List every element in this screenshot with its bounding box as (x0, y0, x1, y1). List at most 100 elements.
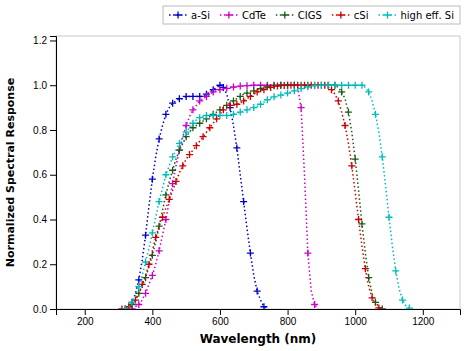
series-line (125, 85, 412, 309)
marker (254, 288, 261, 295)
marker (183, 122, 190, 129)
marker (162, 111, 169, 118)
legend-item: cSi (332, 10, 369, 21)
marker (186, 151, 193, 158)
marker (156, 198, 163, 205)
marker (277, 92, 284, 99)
x-tick-mark (423, 309, 424, 315)
marker (189, 120, 196, 127)
legend-marker (337, 12, 344, 19)
marker (298, 85, 305, 92)
plot-area: 200400600800100012000.00.20.40.60.81.01.… (33, 35, 460, 327)
marker (162, 171, 169, 178)
y-tick: 0.8 (33, 125, 56, 136)
marker (149, 272, 156, 279)
y-tick-mark (50, 264, 56, 265)
marker (233, 144, 240, 151)
x-axis-line (57, 310, 461, 316)
marker (335, 97, 342, 104)
y-tick-mark (50, 40, 56, 41)
marker (149, 229, 156, 236)
legend-item: CIGS (276, 10, 322, 21)
marker (254, 88, 261, 95)
x-tick: 600 (212, 309, 229, 327)
marker (294, 82, 301, 89)
marker (200, 133, 207, 140)
marker (348, 162, 355, 169)
marker (284, 90, 291, 97)
legend-label: CIGS (298, 10, 322, 21)
marker (166, 196, 173, 203)
marker (358, 82, 365, 89)
marker (142, 259, 149, 266)
marker (213, 115, 220, 122)
y-tick-mark (50, 309, 56, 310)
marker (156, 247, 163, 254)
marker (392, 267, 399, 274)
marker (291, 87, 298, 94)
marker (169, 167, 176, 174)
marker (355, 216, 362, 223)
marker (176, 140, 183, 147)
legend-marker (384, 12, 391, 19)
x-axis-title: Wavelength (nm) (200, 332, 317, 346)
legend-marker (175, 12, 182, 19)
marker (176, 95, 183, 102)
marker (247, 250, 254, 257)
y-tick-label: 0.8 (33, 125, 47, 136)
marker (379, 153, 386, 160)
marker (328, 86, 335, 93)
y-tick: 0.4 (33, 214, 56, 225)
series-line (125, 85, 382, 309)
y-tick-mark (50, 85, 56, 86)
marker (237, 109, 244, 116)
marker (365, 88, 372, 95)
marker (271, 93, 278, 100)
marker (216, 86, 223, 93)
marker (183, 93, 190, 100)
y-tick: 1.2 (33, 35, 56, 46)
marker (311, 301, 318, 308)
marker (122, 306, 129, 310)
series (122, 82, 413, 309)
marker (156, 135, 163, 142)
x-tick: 1200 (412, 309, 435, 327)
marker (240, 198, 247, 205)
series-group (118, 82, 412, 309)
legend-marker (225, 12, 232, 19)
x-tick-label: 400 (145, 316, 162, 327)
y-tick: 0.6 (33, 169, 56, 180)
marker (274, 83, 281, 90)
marker (375, 304, 382, 309)
marker (352, 82, 359, 89)
y-tick-mark (50, 219, 56, 220)
y-tick-label: 1.0 (33, 80, 47, 91)
marker (345, 109, 352, 116)
marker (331, 82, 338, 89)
marker (298, 104, 305, 111)
marker (237, 93, 244, 100)
legend-label: CdTe (242, 10, 266, 21)
y-tick-mark (50, 130, 56, 131)
y-tick-mark (50, 175, 56, 176)
marker (196, 114, 203, 121)
marker (304, 83, 311, 90)
marker (331, 82, 338, 89)
marker (318, 82, 325, 89)
marker (230, 97, 237, 104)
marker (267, 84, 274, 91)
marker (230, 111, 237, 118)
marker (287, 82, 294, 89)
marker (179, 162, 186, 169)
marker (352, 156, 359, 163)
x-axis: 20040060080010001200 (57, 309, 461, 327)
marker (386, 214, 393, 221)
marker (325, 82, 332, 89)
y-tick-label: 0.2 (33, 259, 47, 270)
marker (223, 112, 230, 119)
y-tick: 1.0 (33, 80, 56, 91)
marker (142, 274, 149, 281)
chart: 200400600800100012000.00.20.40.60.81.01.… (0, 0, 474, 351)
x-tick: 1000 (345, 309, 368, 327)
x-tick-mark (288, 309, 289, 315)
